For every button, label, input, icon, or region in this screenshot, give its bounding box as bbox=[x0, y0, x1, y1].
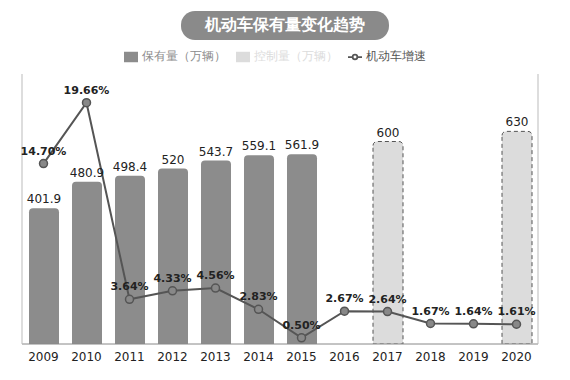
html-text:控制量（万辆）: 控制量（万辆） bbox=[254, 49, 338, 63]
svg-text:2014: 2014 bbox=[243, 350, 274, 364]
svg-text:14.70%: 14.70% bbox=[21, 145, 67, 158]
svg-text:401.9: 401.9 bbox=[27, 192, 61, 206]
svg-text:2020: 2020 bbox=[501, 350, 532, 364]
svg-text:2016: 2016 bbox=[329, 350, 360, 364]
svg-text:2.64%: 2.64% bbox=[368, 293, 406, 306]
svg-text:2012: 2012 bbox=[157, 350, 188, 364]
svg-text:2.83%: 2.83% bbox=[239, 290, 277, 303]
svg-text:543.7: 543.7 bbox=[199, 145, 233, 159]
svg-text:4.33%: 4.33% bbox=[153, 272, 191, 285]
svg-text:2010: 2010 bbox=[71, 350, 102, 364]
svg-text:2.67%: 2.67% bbox=[325, 292, 363, 305]
svg-text:1.67%: 1.67% bbox=[411, 305, 449, 318]
html-text:保有量（万辆）: 保有量（万辆） bbox=[142, 49, 226, 63]
svg-text:2009: 2009 bbox=[28, 350, 59, 364]
svg-text:2011: 2011 bbox=[114, 350, 145, 364]
svg-text:498.4: 498.4 bbox=[113, 160, 147, 174]
svg-text:1.61%: 1.61% bbox=[497, 305, 535, 318]
html-text:机动车增速: 机动车增速 bbox=[366, 49, 426, 63]
svg-text:4.56%: 4.56% bbox=[196, 269, 234, 282]
svg-text:2015: 2015 bbox=[286, 350, 317, 364]
svg-text:2013: 2013 bbox=[200, 350, 231, 364]
svg-text:2018: 2018 bbox=[415, 350, 446, 364]
svg-text:520: 520 bbox=[162, 153, 185, 167]
svg-text:630: 630 bbox=[506, 115, 529, 129]
svg-text:1.64%: 1.64% bbox=[454, 305, 492, 318]
svg-text:3.64%: 3.64% bbox=[110, 280, 148, 293]
svg-text:0.50%: 0.50% bbox=[282, 319, 320, 332]
svg-text:2019: 2019 bbox=[458, 350, 489, 364]
svg-text:480.9: 480.9 bbox=[70, 166, 104, 180]
svg-text:2017: 2017 bbox=[372, 350, 403, 364]
svg-text:559.1: 559.1 bbox=[242, 139, 276, 153]
html-text:机动车保有量变化趋势: 机动车保有量变化趋势 bbox=[205, 14, 365, 34]
svg-text:19.66%: 19.66% bbox=[64, 84, 110, 97]
svg-text:600: 600 bbox=[377, 126, 400, 140]
svg-text:561.9: 561.9 bbox=[285, 138, 319, 152]
